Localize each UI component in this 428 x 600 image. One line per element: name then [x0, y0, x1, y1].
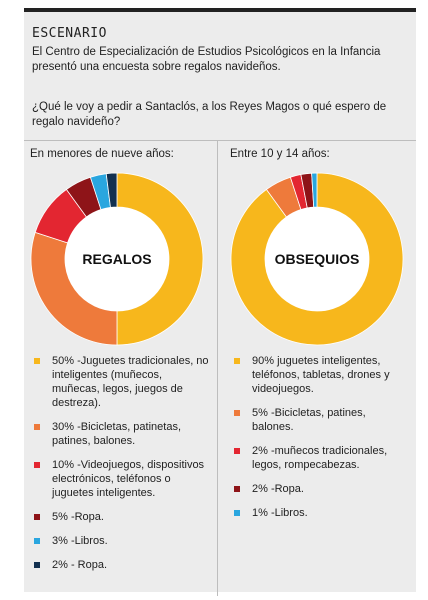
legend-swatch: [34, 358, 40, 364]
legend-swatch: [34, 424, 40, 430]
infographic-card: ESCENARIO El Centro de Especialización d…: [24, 8, 416, 596]
donut-chart-regalos: REGALOS: [30, 172, 204, 346]
chart-panel-ten-to-fourteen: Entre 10 y 14 años: OBSEQUIOS 90% juguet…: [224, 148, 410, 530]
horizontal-divider: [24, 140, 416, 141]
legend-label: 5% -Ropa.: [52, 511, 104, 523]
legend-item: 50% -Juguetes tradicionales, no intelige…: [24, 354, 210, 410]
legend-item: 3% -Libros.: [24, 534, 210, 548]
legend-label: 1% -Libros.: [252, 507, 308, 519]
donut-center-label: OBSEQUIOS: [275, 251, 360, 267]
header: ESCENARIO El Centro de Especialización d…: [32, 26, 408, 74]
legend-label: 90% juguetes inteligentes, teléfonos, ta…: [252, 355, 390, 395]
legend-obsequios: 90% juguetes inteligentes, teléfonos, ta…: [224, 354, 410, 520]
legend-label: 2% -Ropa.: [252, 483, 304, 495]
legend-label: 50% -Juguetes tradicionales, no intelige…: [52, 355, 209, 409]
donut-hole: [65, 207, 169, 311]
legend-swatch: [234, 448, 240, 454]
chart-subtitle: En menores de nueve años:: [30, 148, 174, 160]
legend-swatch: [234, 510, 240, 516]
donut-center-label: REGALOS: [82, 251, 151, 267]
legend-item: 10% -Videojuegos, dispositivos electróni…: [24, 458, 210, 500]
legend-swatch: [34, 514, 40, 520]
legend-label: 2% -muñecos tradicionales, legos, rompec…: [252, 445, 388, 471]
donut-chart-obsequios: OBSEQUIOS: [230, 172, 404, 346]
legend-swatch: [234, 486, 240, 492]
intro-text: El Centro de Especialización de Estudios…: [32, 46, 381, 73]
chart-panel-under-nine: En menores de nueve años: REGALOS 50% -J…: [24, 148, 210, 582]
legend-item: 1% -Libros.: [224, 506, 410, 520]
survey-question: ¿Qué le voy a pedir a Santaclós, a los R…: [32, 101, 387, 128]
legend-item: 90% juguetes inteligentes, teléfonos, ta…: [224, 354, 410, 396]
chart-subtitle: Entre 10 y 14 años:: [230, 148, 330, 160]
legend-item: 2% -muñecos tradicionales, legos, rompec…: [224, 444, 410, 472]
legend-swatch: [234, 410, 240, 416]
legend-item: 2% - Ropa.: [24, 558, 210, 572]
legend-swatch: [34, 562, 40, 568]
legend-regalos: 50% -Juguetes tradicionales, no intelige…: [24, 354, 210, 572]
legend-label: 3% -Libros.: [52, 535, 108, 547]
donut-hole: [265, 207, 369, 311]
legend-swatch: [234, 358, 240, 364]
vertical-divider: [217, 140, 218, 596]
legend-label: 30% -Bicicletas, patinetas, patines, bal…: [52, 421, 182, 447]
legend-item: 30% -Bicicletas, patinetas, patines, bal…: [24, 420, 210, 448]
legend-item: 5% -Ropa.: [24, 510, 210, 524]
legend-swatch: [34, 538, 40, 544]
legend-swatch: [34, 462, 40, 468]
legend-item: 5% -Bicicletas, patines, balones.: [224, 406, 410, 434]
legend-label: 5% -Bicicletas, patines, balones.: [252, 407, 366, 433]
legend-label: 10% -Videojuegos, dispositivos electróni…: [52, 459, 205, 499]
section-kicker: ESCENARIO: [32, 26, 107, 41]
legend-label: 2% - Ropa.: [52, 559, 108, 571]
legend-item: 2% -Ropa.: [224, 482, 410, 496]
